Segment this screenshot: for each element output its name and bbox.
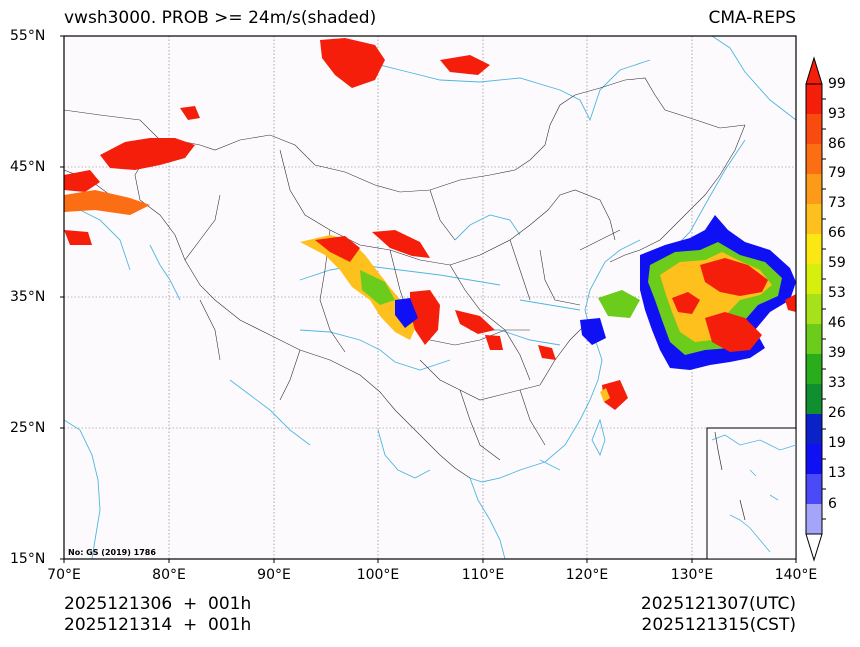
colorbar-swatch xyxy=(806,84,822,114)
colorbar-label: 6 xyxy=(828,496,837,512)
lon-label-90: 90°E xyxy=(257,567,291,583)
inset-coastline xyxy=(711,434,797,553)
shade-west-3 xyxy=(64,230,92,245)
colorbar-swatch xyxy=(806,414,822,444)
lat-label-45: 45°N xyxy=(10,159,46,175)
colorbar-swatch xyxy=(806,474,822,504)
valid-cst: 2025121315(CST) xyxy=(641,615,796,635)
shade-hubei-red xyxy=(485,335,503,350)
colorbar-swatch xyxy=(806,204,822,234)
lon-label-130: 130°E xyxy=(670,567,714,583)
colorbar-swatch xyxy=(806,444,822,474)
shade-small-1 xyxy=(180,106,200,120)
lon-label-100: 100°E xyxy=(356,567,400,583)
colorbar-bottom-arrow xyxy=(805,533,823,562)
shade-japan-red-3 xyxy=(672,292,700,314)
colorbar-swatch xyxy=(806,144,822,174)
colorbar-label: 79 xyxy=(828,165,846,181)
shade-sichuan-blue xyxy=(395,298,418,328)
colorbar-label: 73 xyxy=(828,195,846,211)
shade-east-edge xyxy=(785,294,796,312)
south-china-sea-inset xyxy=(706,427,797,560)
model-name: CMA-REPS xyxy=(708,8,796,28)
axis-ticks xyxy=(60,35,797,563)
shade-mongolia-north xyxy=(320,38,385,88)
colorbar-swatch xyxy=(806,234,822,264)
colorbar-label: 33 xyxy=(828,375,846,391)
lon-label-80: 80°E xyxy=(152,567,186,583)
map-title: vwsh3000. PROB >= 24m/s(shaded) xyxy=(64,8,377,28)
colorbar-label: 39 xyxy=(828,345,846,361)
lat-label-35: 35°N xyxy=(10,289,46,305)
probability-shading xyxy=(64,38,796,410)
colorbar-swatch xyxy=(806,294,822,324)
init-utc: 2025121306 + 001h xyxy=(64,594,252,614)
colorbar-swatch xyxy=(806,264,822,294)
valid-time: 2025121307(UTC) 2025121315(CST) xyxy=(641,594,796,636)
colorbar-swatch xyxy=(806,384,822,414)
shade-anhui-red xyxy=(538,345,556,360)
shade-east-blue-1 xyxy=(580,318,606,345)
colorbar-label: 26 xyxy=(828,405,846,421)
colorbar-swatch xyxy=(806,114,822,144)
lat-label-55: 55°N xyxy=(10,28,46,44)
lat-label-15: 15°N xyxy=(10,551,46,567)
shade-japan-red-1 xyxy=(700,258,768,296)
lon-label-110: 110°E xyxy=(461,567,505,583)
colorbar-label: 46 xyxy=(828,315,846,331)
inset-boundary xyxy=(714,431,746,521)
colorbar-label: 19 xyxy=(828,435,846,451)
lon-label-120: 120°E xyxy=(565,567,609,583)
init-time: 2025121306 + 001h 2025121314 + 001h xyxy=(64,594,251,636)
lon-label-140: 140°E xyxy=(774,567,818,583)
colorbar-swatch xyxy=(806,174,822,204)
shade-taiwan-yellow xyxy=(600,388,610,402)
colorbar-swatch xyxy=(806,324,822,354)
init-cst: 2025121314 + 001h xyxy=(64,615,252,635)
valid-utc: 2025121307(UTC) xyxy=(640,594,796,614)
shade-shaanxi-red xyxy=(455,310,495,334)
approval-number: No: GS (2019) 1786 xyxy=(68,548,156,557)
shade-japan-red-2 xyxy=(705,312,762,352)
colorbar-label: 99 xyxy=(828,76,846,92)
colorbar xyxy=(805,56,826,562)
shade-mongolia-ne xyxy=(440,55,490,75)
colorbar-label: 53 xyxy=(828,285,846,301)
shade-east-green xyxy=(598,290,640,318)
shade-west-2 xyxy=(64,190,150,215)
colorbar-swatch xyxy=(806,504,822,534)
lat-label-25: 25°N xyxy=(10,420,46,436)
political-borders xyxy=(64,77,746,479)
colorbar-label: 93 xyxy=(828,106,846,122)
shade-qinghai-green xyxy=(360,270,395,305)
shade-qinghai-yellow xyxy=(300,235,418,340)
shade-taiwan-red xyxy=(602,380,628,410)
colorbar-swatch xyxy=(806,354,822,384)
shade-qinghai-red-1 xyxy=(315,236,360,262)
lon-label-70: 70°E xyxy=(47,567,81,583)
shade-west-1 xyxy=(64,170,100,192)
colorbar-label: 59 xyxy=(828,255,846,271)
colorbar-label: 66 xyxy=(828,225,846,241)
shade-kazakhstan xyxy=(100,138,195,170)
shade-gansu-red xyxy=(372,230,430,258)
colorbar-label: 86 xyxy=(828,136,846,152)
shade-sichuan-red xyxy=(410,290,440,345)
colorbar-label: 13 xyxy=(828,465,846,481)
colorbar-top-arrow xyxy=(805,56,823,85)
